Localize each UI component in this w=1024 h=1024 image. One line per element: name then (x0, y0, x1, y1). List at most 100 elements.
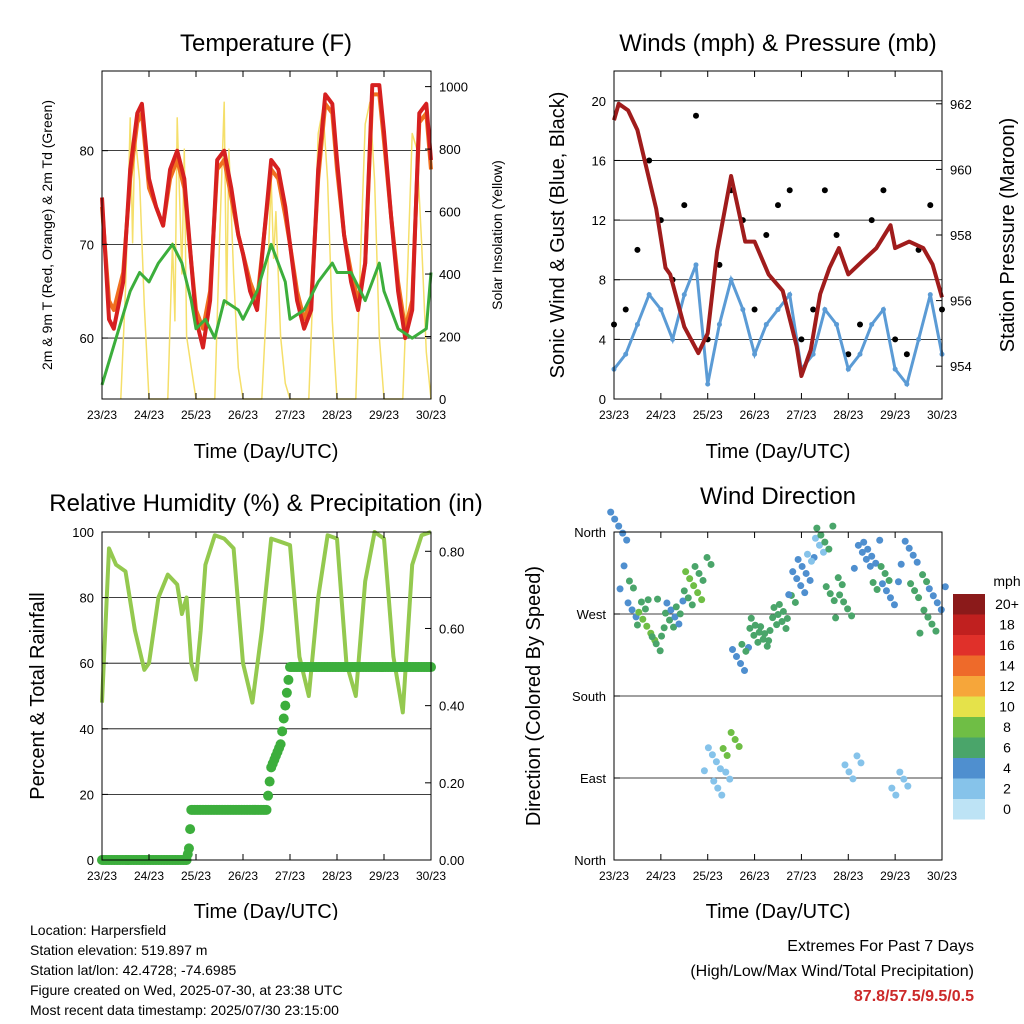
x-tick-label: 30/23 (927, 869, 957, 883)
direction-point (616, 585, 624, 593)
colorbar-swatch (953, 655, 985, 676)
direction-point (688, 601, 696, 609)
direction-point (919, 571, 927, 579)
direction-point (684, 594, 692, 602)
direction-point (807, 557, 815, 565)
colorbar-label: 2 (1003, 781, 1011, 797)
gust-point (763, 232, 770, 238)
y-tick-label: 60 (80, 656, 94, 671)
direction-point (854, 541, 862, 549)
winds-title: Winds (mph) & Pressure (mb) (619, 30, 936, 57)
direction-point (858, 548, 866, 556)
gust-point (693, 112, 699, 119)
direction-point (662, 609, 670, 617)
rainfall-point (280, 700, 291, 711)
direction-point (882, 587, 890, 595)
direction-point (694, 589, 702, 597)
wind-point (834, 321, 840, 327)
x-tick-label: 23/23 (599, 869, 629, 883)
direction-point (751, 621, 759, 629)
colorbar-label: 10 (999, 699, 1015, 715)
y2-tick-label: 0.40 (439, 699, 464, 714)
gust-point (833, 232, 840, 238)
direction-point (928, 620, 936, 628)
extremes-title: Extremes For Past 7 Days (787, 938, 974, 955)
wind-point (752, 351, 758, 357)
direction-point (892, 791, 900, 799)
direction-point (742, 647, 750, 655)
direction-point (789, 568, 797, 576)
direction-point (699, 576, 707, 584)
series-2m-td (100, 242, 433, 386)
direction-point (644, 596, 652, 604)
direction-point (747, 614, 755, 622)
direction-point (770, 604, 778, 612)
direction-point (866, 562, 874, 570)
direction-point (826, 590, 834, 598)
direction-point (868, 552, 876, 560)
direction-point (819, 548, 827, 556)
direction-point (716, 765, 724, 773)
direction-point (848, 612, 856, 620)
direction-point (888, 784, 896, 792)
wind-direction-panel: Wind Direction North East South West North 2… (523, 483, 1021, 920)
direction-point (813, 524, 821, 532)
direction-point (775, 600, 783, 608)
direction-point (726, 775, 734, 783)
colorbar-label: 18 (999, 617, 1015, 633)
direction-point (864, 545, 872, 553)
direction-point (862, 555, 870, 563)
x-tick-label: 28/23 (833, 408, 863, 422)
y2-tick-label: 0 (439, 392, 446, 407)
gust-point (868, 217, 875, 224)
direction-point (733, 653, 741, 661)
direction-point (815, 541, 823, 549)
wind-point (916, 336, 922, 342)
direction-point (691, 562, 699, 570)
wind-point (728, 277, 734, 283)
direction-point (832, 614, 840, 622)
wind-point (892, 366, 898, 372)
x-tick-label: 29/23 (880, 869, 910, 883)
direction-point (700, 767, 708, 775)
direction-point (803, 550, 811, 558)
gust-point (775, 202, 781, 209)
x-tick-label: 27/23 (786, 869, 816, 883)
wind-point (716, 321, 722, 327)
gust-point (716, 261, 723, 268)
direction-point (857, 759, 865, 767)
direction-point (841, 761, 849, 769)
y-tick-label: North (574, 525, 606, 540)
temperature-panel: Temperature (F) 60 70 80 0 200 400 600 800 1000… (39, 30, 505, 463)
y-tick-label: 80 (80, 144, 94, 159)
wind-point (705, 381, 711, 387)
x-tick-label: 26/23 (228, 408, 258, 422)
y2-tick-label: 954 (950, 359, 972, 374)
direction-point (680, 587, 688, 595)
direction-point (731, 736, 739, 744)
wind-point (845, 366, 851, 372)
direction-point (695, 569, 703, 577)
direction-point (821, 538, 829, 546)
y-tick-label: North (574, 853, 606, 868)
direction-point (704, 744, 712, 752)
direction-point (738, 640, 746, 648)
x-tick-label: 29/23 (880, 408, 910, 422)
x-tick-label: 25/23 (693, 869, 723, 883)
y-tick-label: 0 (87, 853, 94, 868)
direction-point (718, 791, 726, 799)
direction-point (712, 758, 720, 766)
direction-point (769, 614, 777, 622)
colorbar-label: 14 (999, 658, 1015, 674)
direction-point (656, 647, 664, 655)
direction-point (607, 508, 615, 516)
y-tick-label: East (580, 771, 606, 786)
y2-tick-label: 956 (950, 294, 972, 309)
direction-point (901, 537, 909, 545)
y-tick-label: 70 (80, 237, 94, 252)
y2-tick-label: 960 (950, 162, 972, 177)
gust-point (880, 187, 887, 194)
x-tick-label: 23/23 (87, 869, 117, 883)
x-tick-label: 27/23 (786, 408, 816, 422)
recent-timestamp: Most recent data timestamp: 2025/07/30 2… (30, 1002, 339, 1018)
